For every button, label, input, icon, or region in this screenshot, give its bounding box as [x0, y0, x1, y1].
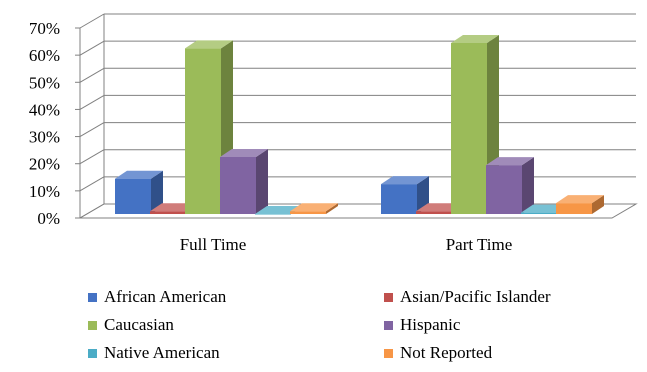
legend-label: Asian/Pacific Islander — [400, 287, 551, 306]
legend-label: Not Reported — [400, 343, 493, 362]
bar-top — [451, 35, 499, 43]
legend-label: Hispanic — [400, 315, 461, 334]
y-tick-label: 30% — [29, 128, 60, 147]
x-tick-label: Part Time — [446, 235, 513, 254]
bar-front — [115, 178, 151, 214]
legend-swatch — [384, 292, 393, 302]
bar-top — [185, 40, 233, 49]
legend-swatch — [384, 320, 393, 330]
bar-front — [451, 43, 487, 214]
bar-top — [290, 203, 338, 212]
legend-label: African American — [104, 287, 227, 306]
bar-side — [522, 157, 534, 214]
legend-item: Asian/Pacific Islander — [384, 286, 628, 308]
legend-swatch — [384, 348, 393, 358]
legend-item: African American — [88, 286, 384, 308]
y-tick-label: 60% — [29, 46, 60, 65]
gridline-side — [79, 94, 105, 110]
bar-side — [151, 170, 163, 214]
legend-swatch — [88, 320, 97, 330]
gridline-side — [79, 67, 105, 83]
bar-top — [556, 195, 604, 204]
bar — [115, 170, 163, 214]
legend-swatch — [88, 292, 97, 302]
x-tick-labels: Full Time Part Time — [180, 235, 513, 254]
y-tick-label: 40% — [29, 100, 60, 119]
gridline-side — [79, 13, 105, 29]
legend: African American Asian/Pacific Islander Ca… — [88, 286, 628, 364]
floor — [78, 203, 638, 219]
bar-front — [290, 211, 326, 214]
bar-top — [486, 157, 534, 166]
gridline-side — [79, 122, 105, 138]
legend-label: Caucasian — [104, 315, 174, 334]
y-tick-label: 70% — [29, 19, 60, 38]
bars — [115, 35, 604, 215]
bar-front — [486, 165, 522, 214]
bar-side — [417, 176, 429, 214]
bar-front — [185, 48, 221, 214]
gridline-side — [79, 176, 105, 192]
legend-item: Native American — [88, 342, 384, 364]
legend-item: Caucasian — [88, 314, 384, 336]
bar — [290, 203, 338, 214]
legend-item: Not Reported — [384, 342, 628, 364]
bar-front — [521, 212, 557, 214]
axes — [75, 14, 638, 219]
gridlines — [79, 13, 636, 219]
legend-swatch — [88, 348, 97, 358]
legend-label: Native American — [104, 343, 220, 362]
bar-top — [381, 176, 429, 185]
gridline-side — [79, 40, 105, 56]
bar — [381, 176, 429, 214]
y-tick-label: 0% — [37, 209, 60, 228]
y-tick-labels: 0% 10% 20% 30% 40% 50% 60% 70% — [29, 19, 60, 228]
bar — [486, 157, 534, 214]
gridline-side — [79, 149, 105, 165]
bar — [220, 149, 268, 214]
bar — [556, 195, 604, 214]
bar-front — [381, 184, 417, 214]
legend-item: Hispanic — [384, 314, 628, 336]
bar-side — [256, 149, 268, 214]
y-tick-label: 20% — [29, 155, 60, 174]
bar-side — [326, 203, 338, 214]
bar-side — [592, 195, 604, 214]
y-tick-label: 50% — [29, 73, 60, 92]
bar-front — [416, 211, 452, 214]
bar-front — [255, 214, 291, 215]
y-tick-label: 10% — [29, 182, 60, 201]
bar-front — [556, 203, 592, 214]
x-tick-label: Full Time — [180, 235, 247, 254]
bar-top — [220, 149, 268, 157]
bar-top — [115, 170, 163, 179]
bar-front — [150, 211, 186, 214]
bar-front — [220, 157, 256, 214]
